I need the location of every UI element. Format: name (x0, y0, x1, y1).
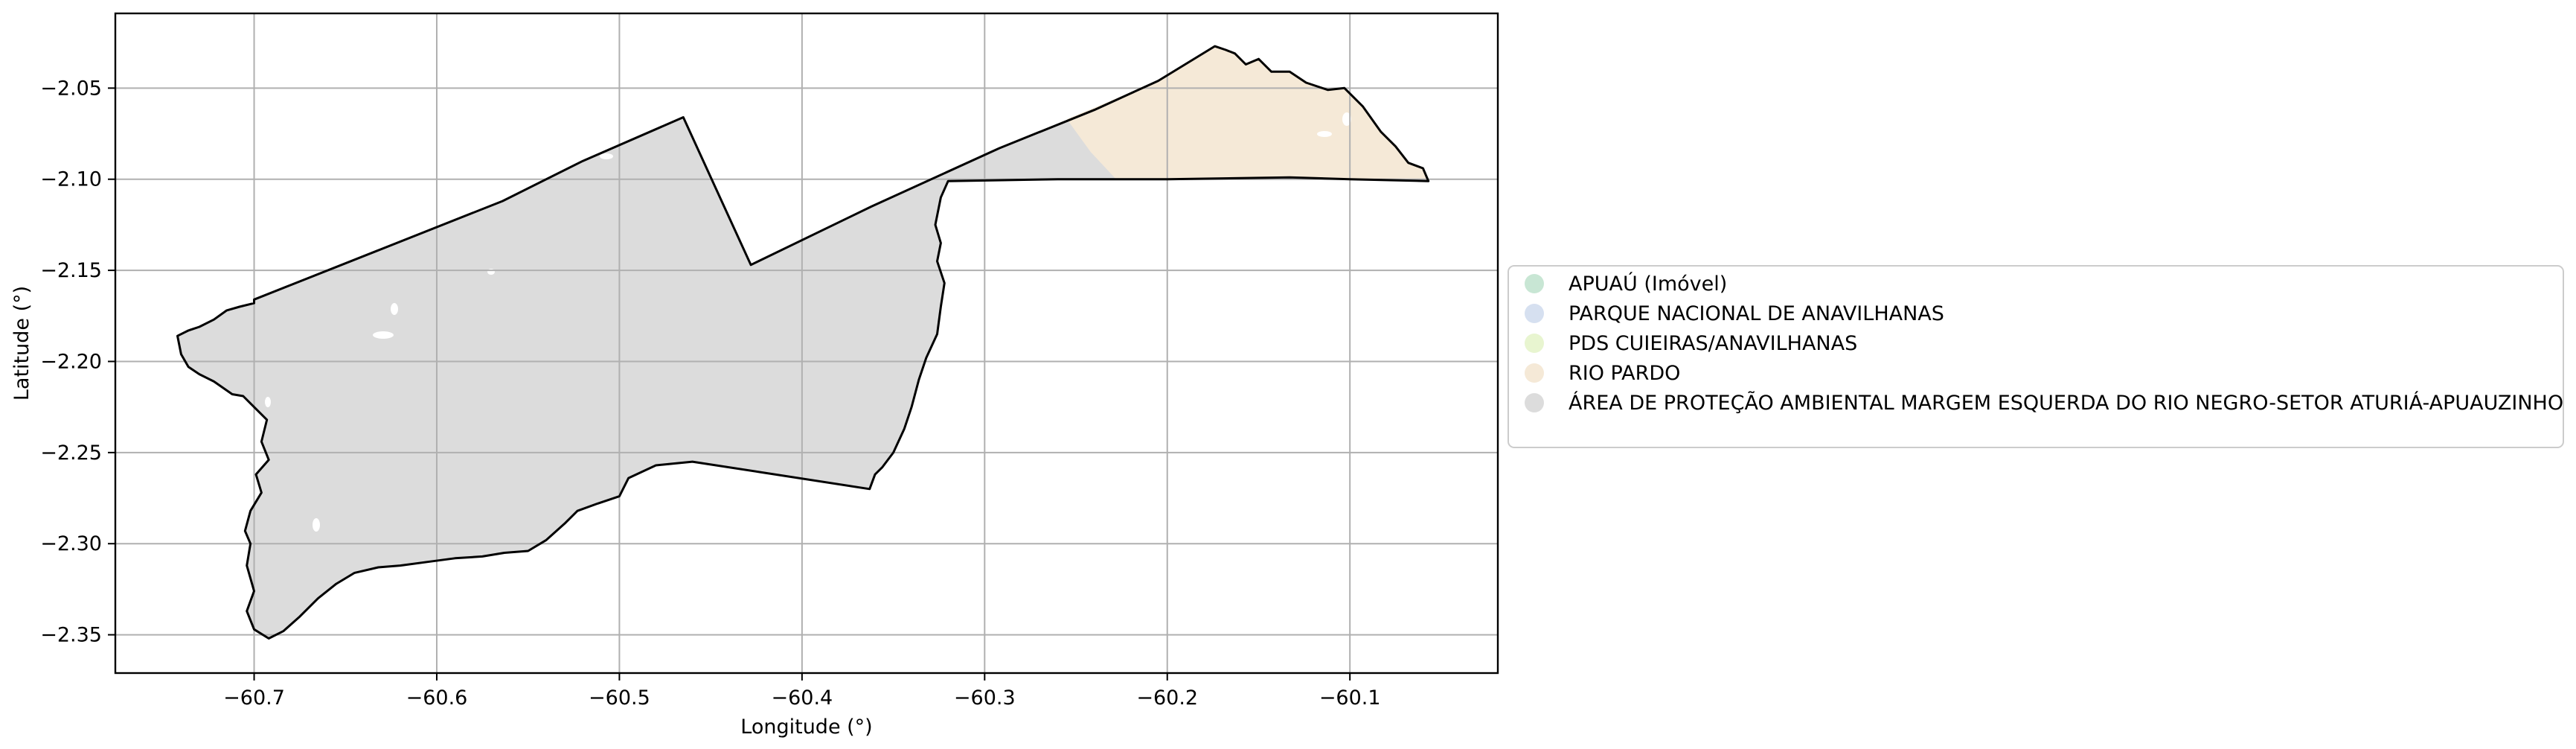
x-tick-label: −60.1 (1319, 686, 1381, 710)
map-gap (265, 397, 271, 407)
x-tick-label: −60.7 (223, 686, 285, 710)
map-gap (373, 331, 394, 339)
y-tick-label: −2.35 (40, 624, 102, 647)
legend-marker (1525, 334, 1544, 353)
map-gap (600, 153, 613, 159)
legend-label: PDS CUIEIRAS/ANAVILHANAS (1569, 332, 1857, 355)
x-axis-ticks: −60.7 −60.6 −60.5 −60.4 −60.3 −60.2 −60.1 (223, 673, 1381, 710)
legend-label: ÁREA DE PROTEÇÃO AMBIENTAL MARGEM ESQUER… (1569, 391, 2563, 415)
x-tick-label: −60.2 (1136, 686, 1198, 710)
y-tick-label: −2.20 (40, 350, 102, 373)
legend-label: RIO PARDO (1569, 362, 1680, 385)
map-gap (313, 518, 320, 532)
y-tick-label: −2.25 (40, 442, 102, 465)
region-boundary (176, 45, 1430, 640)
x-tick-label: −60.6 (406, 686, 468, 710)
legend-label: APUAÚ (Imóvel) (1569, 272, 1727, 296)
y-tick-label: −2.30 (40, 532, 102, 555)
map-gap (1342, 112, 1351, 126)
rio-pardo-region-fill (1066, 46, 1429, 182)
legend: APUAÚ (Imóvel) PARQUE NACIONAL DE ANAVILH… (1508, 265, 2564, 448)
map-gap (1317, 131, 1332, 137)
legend-marker (1525, 274, 1544, 293)
legend-marker (1525, 363, 1544, 383)
y-tick-label: −2.15 (40, 259, 102, 282)
legend-items: APUAÚ (Imóvel) PARQUE NACIONAL DE ANAVILH… (1525, 272, 2563, 415)
x-tick-label: −60.4 (771, 686, 833, 710)
map-gap (391, 303, 398, 315)
x-tick-label: −60.3 (954, 686, 1016, 710)
legend-marker (1525, 304, 1544, 323)
apa-region-fill (177, 46, 1429, 639)
legend-box (1508, 265, 2564, 448)
grid (115, 13, 1498, 673)
y-tick-label: −2.05 (40, 77, 102, 100)
legend-label: PARQUE NACIONAL DE ANAVILHANAS (1569, 302, 1944, 325)
map-gaps (265, 112, 1351, 532)
axes-frame (114, 12, 1499, 675)
x-axis-title: Longitude (°) (740, 715, 872, 739)
legend-marker (1525, 393, 1544, 412)
y-axis-ticks: −2.05 −2.10 −2.15 −2.20 −2.25 −2.30 −2.35 (40, 77, 115, 647)
x-tick-label: −60.5 (589, 686, 650, 710)
y-tick-label: −2.10 (40, 168, 102, 191)
y-axis-title: Latitude (°) (10, 286, 33, 401)
